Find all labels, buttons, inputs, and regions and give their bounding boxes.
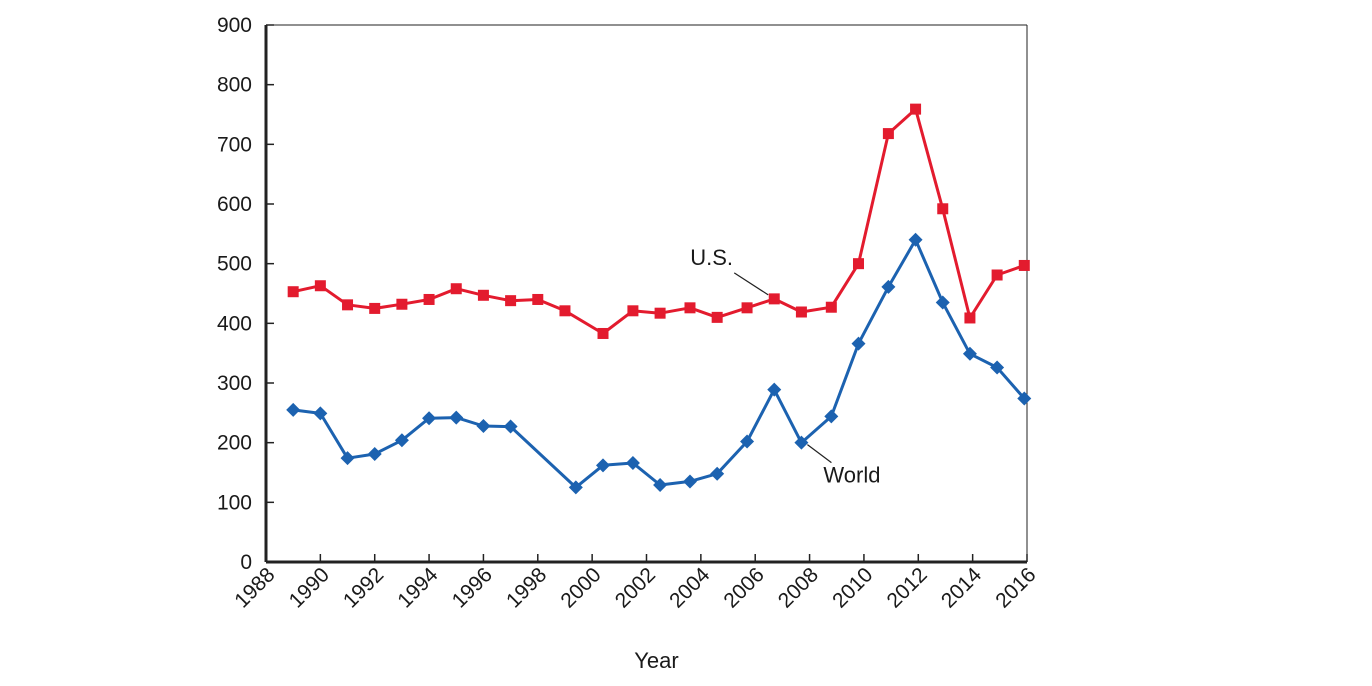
data-point [625, 455, 640, 470]
data-point [711, 311, 723, 323]
data-point [910, 103, 922, 115]
y-tick-label: 600 [217, 193, 252, 216]
data-point [654, 307, 666, 319]
y-tick-label: 300 [217, 372, 252, 395]
label-leader-line [807, 444, 832, 464]
data-point [449, 410, 464, 425]
x-tick-label: 2012 [883, 563, 932, 612]
data-point [1018, 259, 1030, 271]
series-layer [286, 103, 1032, 495]
x-tick-label: 2004 [665, 563, 715, 613]
y-tick-label: 200 [217, 432, 252, 455]
data-point [596, 458, 611, 473]
x-tick-label: 1994 [393, 563, 443, 613]
x-tick-label: 2016 [991, 563, 1040, 612]
data-point [477, 289, 489, 301]
x-tick-label: 1990 [285, 563, 334, 612]
data-point [852, 258, 864, 270]
series-labels: U.S. World [690, 245, 880, 488]
data-point [287, 286, 299, 298]
data-point [314, 280, 326, 292]
data-point [286, 402, 301, 417]
y-tick-label: 800 [217, 74, 252, 97]
x-tick-label: 2010 [828, 563, 877, 612]
data-point [991, 269, 1003, 281]
data-point [422, 411, 437, 426]
data-point [851, 336, 866, 351]
data-point [882, 128, 894, 140]
label-leader-line [733, 272, 769, 296]
data-point [768, 293, 780, 305]
data-point [396, 298, 408, 310]
data-point [741, 302, 753, 314]
data-point [568, 480, 583, 495]
y-tick-label: 0 [240, 551, 252, 574]
x-tick-label: 2006 [719, 563, 768, 612]
data-point [908, 232, 923, 247]
series-1 [286, 232, 1032, 495]
data-point [503, 419, 518, 434]
data-point [450, 283, 462, 295]
x-tick-label: 2002 [611, 563, 660, 612]
data-point [740, 434, 755, 449]
y-tick-label: 900 [217, 14, 252, 37]
y-tick-label: 400 [217, 312, 252, 335]
x-tick-label: 1996 [448, 563, 497, 612]
data-point [825, 301, 837, 313]
data-point [559, 305, 571, 317]
x-tick-label: 1988 [230, 563, 279, 612]
series-label-0: U.S. [690, 245, 733, 270]
data-point [710, 466, 725, 481]
data-point [340, 451, 355, 466]
y-tick-label: 500 [217, 253, 252, 276]
data-point [653, 478, 668, 493]
x-tick-label: 2000 [556, 563, 605, 612]
series-label-1: World [823, 463, 880, 488]
data-point [962, 346, 977, 361]
data-point [964, 312, 976, 324]
data-point [532, 293, 544, 305]
data-point [597, 327, 609, 339]
series-line [293, 238, 1026, 489]
y-tick-label: 100 [217, 491, 252, 514]
x-tick-label: 2014 [937, 563, 987, 613]
series-0 [287, 103, 1030, 339]
data-point [881, 279, 896, 294]
x-tick-label: 2008 [774, 563, 823, 612]
x-tick-label: 1992 [339, 563, 388, 612]
data-point [794, 435, 809, 450]
x-tick-label: 1998 [502, 563, 551, 612]
data-point [313, 406, 328, 421]
data-point [342, 299, 354, 311]
y-tick-label: 700 [217, 133, 252, 156]
axes [264, 24, 1028, 564]
data-point [369, 302, 381, 314]
data-point [423, 293, 435, 305]
data-point [767, 382, 782, 397]
x-axis-title: Year [634, 648, 678, 673]
data-point [682, 474, 697, 489]
data-point [937, 203, 949, 215]
data-point [935, 295, 950, 310]
data-point [795, 306, 807, 318]
data-point [684, 302, 696, 314]
data-point [476, 418, 491, 433]
data-point [367, 447, 382, 462]
data-point [627, 305, 639, 317]
data-point [505, 295, 517, 307]
data-point [990, 360, 1005, 375]
data-point [824, 409, 839, 424]
data-point [1017, 391, 1032, 406]
data-point [394, 433, 409, 448]
